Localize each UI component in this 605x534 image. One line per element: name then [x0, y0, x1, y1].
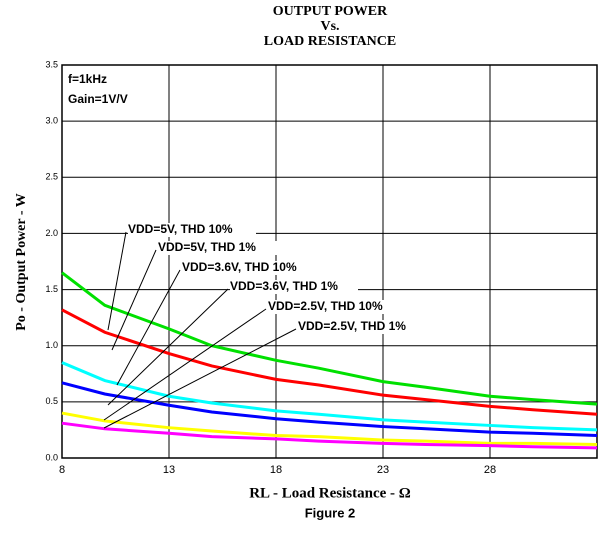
series-line — [61, 421, 598, 450]
series-line — [61, 381, 598, 438]
y-tick-label: 0.0 — [45, 452, 58, 462]
x-tick-label: 18 — [270, 464, 282, 476]
annotation: Gain=1V/V — [68, 92, 128, 106]
chart-title: LOAD RESISTANCE — [264, 34, 396, 49]
x-tick-label: 28 — [484, 464, 496, 476]
y-tick-label: 2.0 — [45, 228, 58, 238]
label-bg — [230, 280, 358, 294]
y-tick-label: 3.0 — [45, 116, 58, 126]
label-bg — [182, 261, 310, 275]
plot-frame — [61, 64, 598, 459]
chart-title: OUTPUT POWER — [273, 4, 388, 19]
legend-label: VDD=5V, THD 1% — [158, 240, 256, 254]
annotation: f=1kHz — [68, 72, 107, 86]
legend-label: VDD=3.6V, THD 10% — [182, 260, 297, 274]
label-bg — [158, 241, 286, 255]
label-bg — [128, 223, 256, 237]
caption: Figure 2 — [305, 505, 356, 520]
x-tick-label: 13 — [163, 464, 175, 476]
label-bg — [298, 320, 426, 334]
legend-label: VDD=3.6V, THD 1% — [230, 279, 338, 293]
leader-line — [107, 288, 229, 406]
y-tick-label: 1.5 — [45, 284, 58, 294]
leader-line — [107, 231, 127, 331]
y-axis-label: Po - Output Power - W — [14, 193, 29, 331]
leader-line — [116, 269, 181, 386]
series-line — [61, 411, 598, 447]
series-line — [61, 308, 598, 416]
leader-line — [111, 249, 157, 351]
x-tick-label: 8 — [59, 464, 65, 476]
x-tick-label: 23 — [377, 464, 389, 476]
legend-label: VDD=2.5V, THD 1% — [298, 319, 406, 333]
y-tick-label: 0.5 — [45, 396, 58, 406]
chart-title: Vs. — [320, 19, 339, 34]
legend-label: VDD=5V, THD 10% — [128, 222, 233, 236]
y-tick-label: 2.5 — [45, 172, 58, 182]
series-line — [61, 271, 598, 406]
leader-line — [103, 308, 267, 421]
y-tick-label: 1.0 — [45, 340, 58, 350]
legend-label: VDD=2.5V, THD 10% — [268, 299, 383, 313]
label-bg — [268, 300, 396, 314]
x-axis-label: RL - Load Resistance - Ω — [249, 485, 411, 501]
series-line — [61, 361, 598, 432]
leader-line — [103, 328, 297, 429]
y-tick-label: 3.5 — [45, 59, 58, 69]
